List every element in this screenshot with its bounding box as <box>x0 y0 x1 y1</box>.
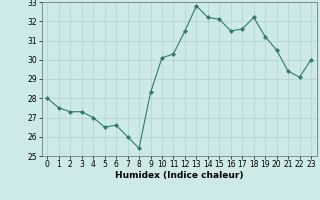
X-axis label: Humidex (Indice chaleur): Humidex (Indice chaleur) <box>115 171 244 180</box>
